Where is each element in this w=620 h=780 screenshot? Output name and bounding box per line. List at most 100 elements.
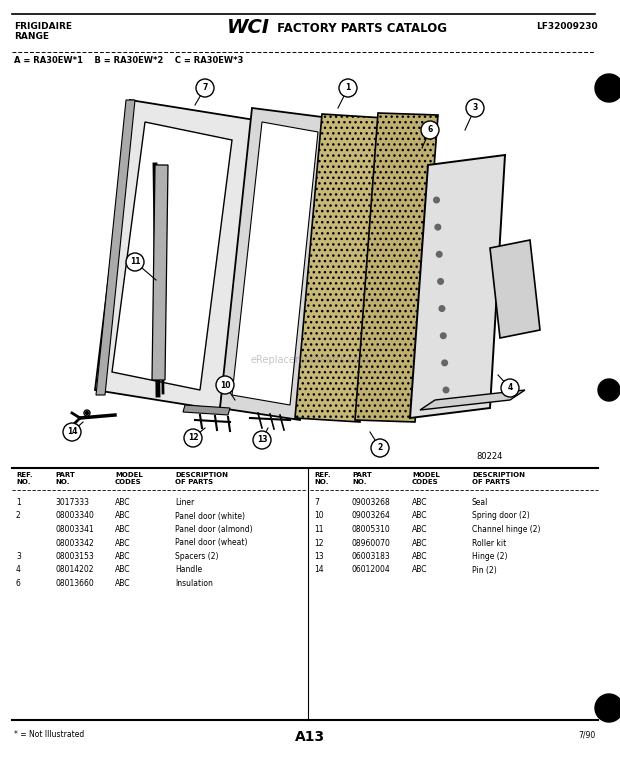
Text: 08014202: 08014202 [55,566,94,575]
Text: Hinge (2): Hinge (2) [472,552,508,561]
Text: 08003342: 08003342 [55,538,94,548]
Text: ABC: ABC [412,498,428,507]
Text: ABC: ABC [412,525,428,534]
Circle shape [196,79,214,97]
Circle shape [501,379,519,397]
Circle shape [184,429,202,447]
Text: ABC: ABC [115,512,130,520]
Polygon shape [183,405,230,415]
Text: 7: 7 [202,83,208,93]
Text: ABC: ABC [115,525,130,534]
Text: ABC: ABC [412,512,428,520]
Text: 3: 3 [472,104,477,112]
Text: FACTORY PARTS CATALOG: FACTORY PARTS CATALOG [273,22,447,35]
Text: 10: 10 [314,512,324,520]
Text: PART
NO.: PART NO. [352,472,372,485]
Text: 08003153: 08003153 [55,552,94,561]
Text: ABC: ABC [115,552,130,561]
Text: 09003268: 09003268 [352,498,391,507]
Text: 1: 1 [345,83,351,93]
Text: ABC: ABC [115,498,130,507]
Polygon shape [96,100,135,395]
Circle shape [434,197,440,203]
Circle shape [443,387,449,393]
Polygon shape [220,108,330,420]
Text: 08960070: 08960070 [352,538,391,548]
Polygon shape [95,100,255,410]
Circle shape [466,99,484,117]
Text: Spacers (2): Spacers (2) [175,552,218,561]
Polygon shape [420,390,525,410]
Text: Panel door (wheat): Panel door (wheat) [175,538,247,548]
Circle shape [86,412,89,414]
Circle shape [440,333,446,339]
Circle shape [598,379,620,401]
Text: 09003264: 09003264 [352,512,391,520]
Text: LF32009230: LF32009230 [536,22,598,31]
Text: 08003340: 08003340 [55,512,94,520]
Text: Handle: Handle [175,566,202,575]
Circle shape [435,225,441,230]
Text: 12: 12 [188,434,198,442]
Text: A13: A13 [295,730,325,744]
Text: Channel hinge (2): Channel hinge (2) [472,525,541,534]
Text: 08013660: 08013660 [55,579,94,588]
Text: WCI: WCI [227,18,270,37]
Circle shape [339,79,357,97]
Circle shape [253,431,271,449]
Circle shape [595,74,620,102]
Text: FRIGIDAIRE: FRIGIDAIRE [14,22,72,31]
Text: 12: 12 [314,538,324,548]
Text: 14: 14 [67,427,78,437]
Text: 3017333: 3017333 [55,498,89,507]
Polygon shape [232,122,318,405]
Circle shape [84,410,90,416]
Circle shape [595,694,620,722]
Text: Panel door (almond): Panel door (almond) [175,525,252,534]
Text: MODEL
CODES: MODEL CODES [115,472,143,485]
Text: 10: 10 [219,381,230,389]
Text: Spring door (2): Spring door (2) [472,512,529,520]
Text: 80224: 80224 [477,452,503,461]
Text: Roller kit: Roller kit [472,538,507,548]
Text: REF.
NO.: REF. NO. [16,472,33,485]
Text: 3: 3 [16,552,21,561]
Text: 6: 6 [16,579,21,588]
Text: 08005310: 08005310 [352,525,391,534]
Circle shape [442,360,448,366]
Text: Insulation: Insulation [175,579,213,588]
Polygon shape [490,240,540,338]
Text: 7/90: 7/90 [578,730,596,739]
Text: 13: 13 [314,552,324,561]
Text: 13: 13 [257,435,267,445]
Text: Liner: Liner [175,498,194,507]
Text: 11: 11 [314,525,324,534]
Text: ABC: ABC [115,579,130,588]
Polygon shape [295,114,385,422]
Text: REF.
NO.: REF. NO. [314,472,330,485]
Text: 1: 1 [16,498,20,507]
Polygon shape [152,165,168,380]
Text: eReplacementParts.com: eReplacementParts.com [250,355,370,365]
Circle shape [216,376,234,394]
Text: ABC: ABC [412,566,428,575]
Text: 2: 2 [16,512,20,520]
Text: ABC: ABC [412,552,428,561]
Circle shape [63,423,81,441]
Text: DESCRIPTION
OF PARTS: DESCRIPTION OF PARTS [175,472,228,485]
Text: A = RA30EW*1    B = RA30EW*2    C = RA30EW*3: A = RA30EW*1 B = RA30EW*2 C = RA30EW*3 [14,56,244,65]
Text: Panel door (white): Panel door (white) [175,512,245,520]
Text: 4: 4 [507,384,513,392]
Text: Seal: Seal [472,498,489,507]
Text: PART
NO.: PART NO. [55,472,75,485]
Circle shape [371,439,389,457]
Text: Pin (2): Pin (2) [472,566,497,575]
Polygon shape [355,113,438,422]
Text: 6: 6 [427,126,433,134]
Text: 06003183: 06003183 [352,552,391,561]
Text: 08003341: 08003341 [55,525,94,534]
Circle shape [421,121,439,139]
Text: RANGE: RANGE [14,32,49,41]
Polygon shape [112,122,232,390]
Text: ABC: ABC [115,566,130,575]
